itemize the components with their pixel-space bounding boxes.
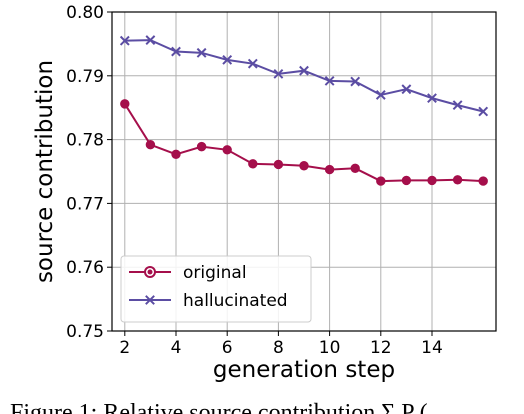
data-point-original xyxy=(478,176,488,186)
data-point-hallucinated xyxy=(119,35,130,46)
plot-frame xyxy=(111,11,497,332)
x-marker-stroke xyxy=(299,65,309,76)
y-axis-label: source contribution xyxy=(32,60,58,283)
data-point-hallucinated xyxy=(299,65,309,76)
data-point-original xyxy=(324,164,335,175)
x-axis-label: generation step xyxy=(213,357,395,383)
legend: original hallucinated xyxy=(120,255,312,323)
x-marker-stroke xyxy=(273,68,284,79)
data-point-original xyxy=(273,159,284,170)
data-point-original xyxy=(248,159,258,169)
data-point-original xyxy=(376,176,386,186)
x-marker-stroke xyxy=(324,75,335,86)
x-marker-stroke xyxy=(145,35,156,45)
legend-label-hallucinated: hallucinated xyxy=(183,291,288,311)
data-point-hallucinated xyxy=(196,47,207,58)
x-marker-stroke xyxy=(427,93,437,104)
data-point-original xyxy=(171,149,181,159)
legend-marker-dot xyxy=(147,269,153,275)
x-marker-stroke xyxy=(171,46,181,57)
series-original xyxy=(120,99,488,186)
data-point-hallucinated xyxy=(247,58,258,69)
data-point-hallucinated xyxy=(427,93,437,104)
axis-ticks: 2 4 6 8 10 12 14 0.75 0.76 0.77 0.78 0.79 0.80 xyxy=(66,3,443,358)
legend-label-original: original xyxy=(183,263,247,283)
x-marker-stroke xyxy=(145,295,155,305)
x-tick-label: 2 xyxy=(119,338,130,358)
data-point-original xyxy=(145,140,156,150)
x-tick-label: 6 xyxy=(222,338,233,358)
legend-item-hallucinated: hallucinated xyxy=(129,291,288,311)
data-point-hallucinated xyxy=(375,90,386,100)
data-point-original xyxy=(222,145,232,155)
data-point-hallucinated xyxy=(145,35,156,45)
y-tick-label: 0.80 xyxy=(66,3,104,23)
data-point-hallucinated xyxy=(452,100,463,111)
data-point-original xyxy=(350,163,360,174)
x-marker-stroke xyxy=(350,76,361,87)
y-tick-label: 0.75 xyxy=(66,322,104,342)
x-marker-stroke xyxy=(478,106,489,117)
series-hallucinated xyxy=(119,35,489,117)
x-tick-label: 4 xyxy=(171,338,182,358)
x-marker-stroke xyxy=(401,84,412,95)
data-point-hallucinated xyxy=(273,68,284,79)
x-marker-stroke xyxy=(119,35,130,46)
x-tick-label: 14 xyxy=(421,338,443,358)
data-point-original xyxy=(120,99,130,109)
data-point-hallucinated xyxy=(350,76,361,87)
x-tick-label: 10 xyxy=(319,338,341,358)
y-tick-label: 0.76 xyxy=(66,258,104,278)
data-point-hallucinated xyxy=(324,75,335,86)
x-tick-label: 8 xyxy=(273,338,284,358)
x-marker-stroke xyxy=(196,47,207,58)
legend-marker-x xyxy=(145,295,155,305)
data-point-original xyxy=(401,175,412,186)
x-marker-stroke xyxy=(222,54,233,65)
x-marker-stroke xyxy=(247,58,258,69)
figure-caption: Figure 1: Relative source contribution Σ… xyxy=(10,400,428,414)
x-tick-label: 12 xyxy=(370,338,392,358)
data-point-hallucinated xyxy=(222,54,233,65)
x-marker-stroke xyxy=(375,90,386,100)
y-tick-label: 0.79 xyxy=(66,67,104,87)
y-tick-label: 0.77 xyxy=(66,194,104,214)
data-point-original xyxy=(452,175,463,185)
x-marker-stroke xyxy=(452,100,463,111)
data-point-hallucinated xyxy=(401,84,412,95)
y-tick-label: 0.78 xyxy=(66,131,104,151)
data-point-original xyxy=(299,161,309,171)
series-layer xyxy=(119,35,489,186)
data-point-original xyxy=(196,141,207,152)
data-point-original xyxy=(427,175,437,186)
data-point-hallucinated xyxy=(478,106,489,117)
data-point-hallucinated xyxy=(171,46,181,57)
legend-item-original: original xyxy=(129,263,247,283)
